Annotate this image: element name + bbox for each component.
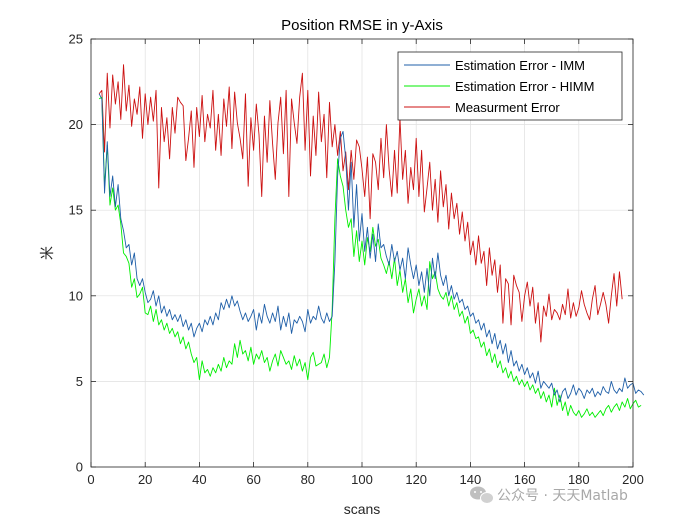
legend-label-imm: Estimation Error - IMM [455, 58, 585, 73]
legend: Estimation Error - IMM Estimation Error … [397, 51, 623, 121]
series-line-measurement [98, 64, 623, 343]
x-tick-label: 100 [351, 472, 373, 487]
y-tick-label: 10 [69, 288, 83, 303]
x-tick-label: 0 [87, 472, 94, 487]
y-tick-label: 25 [69, 32, 83, 47]
watermark: 公众号 · 天天Matlab [470, 486, 628, 504]
x-tick-label: 160 [514, 472, 536, 487]
x-tick-label: 40 [192, 472, 206, 487]
x-tick-label: 60 [246, 472, 260, 487]
series-line-himm [98, 96, 642, 418]
x-tick-label: 20 [138, 472, 152, 487]
series-layer [98, 64, 645, 418]
legend-label-measurement: Measurment Error [455, 100, 560, 115]
x-tick-label: 200 [622, 472, 644, 487]
ticks: 0 20 40 60 80 100 120 140 160 180 200 0 5 10 15 20 25 [69, 32, 644, 488]
series-line-imm [98, 93, 645, 403]
chart-title: Position RMSE in y-Axis [281, 17, 443, 34]
y-tick-label: 0 [76, 460, 83, 475]
x-tick-label: 140 [460, 472, 482, 487]
x-tick-label: 80 [301, 472, 315, 487]
watermark-text: 公众号 · 天天Matlab [497, 488, 628, 504]
y-tick-label: 15 [69, 203, 83, 218]
y-tick-label: 20 [69, 117, 83, 132]
x-axis-label: scans [344, 501, 381, 517]
wechat-icon [470, 486, 494, 504]
y-axis-label: 米 [39, 246, 55, 260]
legend-label-himm: Estimation Error - HIMM [455, 79, 594, 94]
y-tick-label: 5 [76, 374, 83, 389]
x-tick-label: 180 [568, 472, 590, 487]
x-tick-label: 120 [405, 472, 427, 487]
